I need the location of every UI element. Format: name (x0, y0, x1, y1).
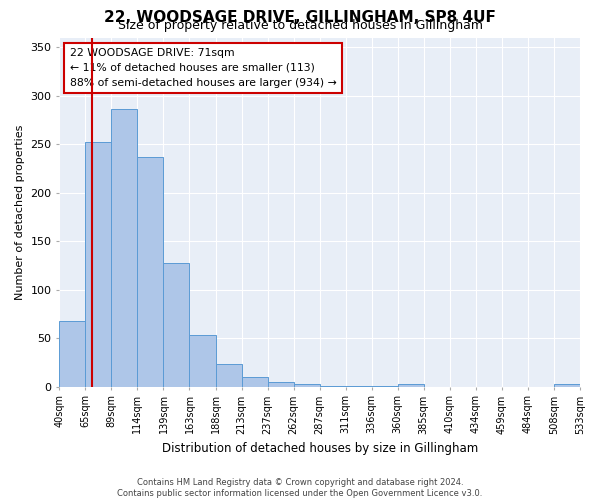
Bar (554, 384, 580, 386)
Bar (137, 157, 163, 386)
Bar (215, 364, 242, 386)
Bar (163, 262, 190, 386)
Y-axis label: Number of detached properties: Number of detached properties (15, 124, 25, 300)
X-axis label: Distribution of detached houses by size in Gillingham: Distribution of detached houses by size … (161, 442, 478, 455)
Text: 22 WOODSAGE DRIVE: 71sqm
← 11% of detached houses are smaller (113)
88% of semi-: 22 WOODSAGE DRIVE: 71sqm ← 11% of detach… (70, 48, 337, 88)
Text: 22, WOODSAGE DRIVE, GILLINGHAM, SP8 4UF: 22, WOODSAGE DRIVE, GILLINGHAM, SP8 4UF (104, 10, 496, 25)
Bar (190, 335, 215, 386)
Bar (59, 320, 85, 386)
Bar (242, 377, 268, 386)
Text: Contains HM Land Registry data © Crown copyright and database right 2024.
Contai: Contains HM Land Registry data © Crown c… (118, 478, 482, 498)
Bar (293, 384, 320, 386)
Bar (112, 110, 137, 386)
Text: Size of property relative to detached houses in Gillingham: Size of property relative to detached ho… (118, 18, 482, 32)
Bar (268, 382, 293, 386)
Bar (398, 384, 424, 386)
Bar (85, 142, 112, 386)
